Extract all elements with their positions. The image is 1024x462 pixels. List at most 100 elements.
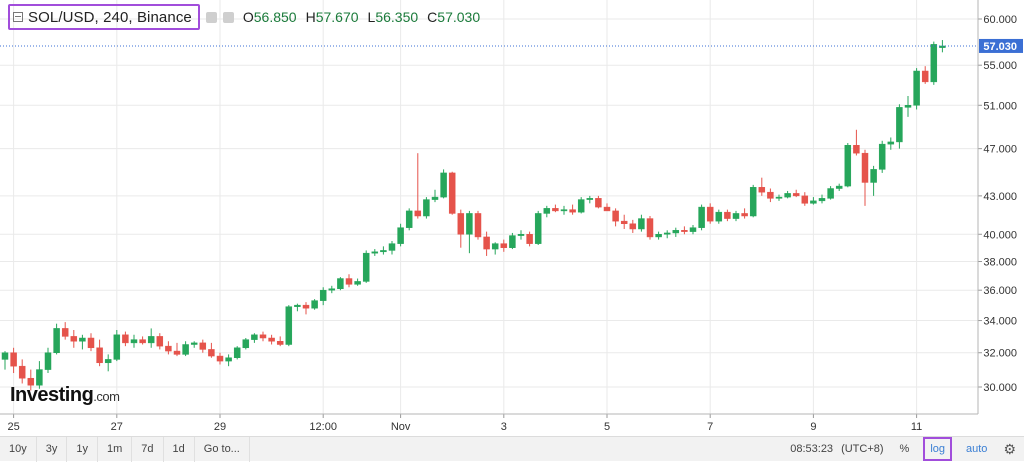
candle-body: [534, 213, 542, 244]
candle: [380, 246, 387, 255]
candle-body: [1, 352, 9, 360]
candle-body: [79, 337, 86, 342]
candle-body: [156, 336, 164, 347]
range-3y-button[interactable]: 3y: [37, 436, 68, 462]
collapse-icon[interactable]: [13, 12, 23, 22]
price-tick-label: 47.000: [983, 144, 1017, 156]
candle-body: [371, 251, 379, 254]
candle: [44, 347, 52, 374]
gear-icon[interactable]: ⚙: [1003, 440, 1016, 457]
candle: [509, 232, 516, 250]
candle: [921, 66, 929, 84]
price-tick-label: 43.000: [983, 191, 1017, 203]
candle: [483, 231, 490, 256]
candle-body: [844, 145, 852, 187]
range-1m-button[interactable]: 1m: [98, 436, 133, 462]
range-1y-button[interactable]: 1y: [67, 436, 98, 462]
candle-body: [380, 250, 387, 253]
chart-area[interactable]: 30.000 32.000 34.000 36.000 38.000 40.000 43.0…: [0, 0, 1024, 436]
candle: [431, 189, 439, 203]
candle: [294, 303, 301, 312]
candle: [466, 210, 473, 254]
candle-body: [10, 352, 17, 367]
candle-body: [431, 196, 439, 200]
settings-small-icon[interactable]: [222, 11, 234, 23]
candle: [689, 225, 697, 235]
candle: [53, 323, 60, 355]
candle-body: [835, 185, 843, 189]
price-tick-label: 34.000: [983, 316, 1017, 328]
candle: [620, 214, 628, 229]
price-tick-label: 55.000: [983, 60, 1017, 72]
candle: [319, 287, 327, 306]
candle: [853, 129, 860, 156]
candle-body: [767, 191, 774, 199]
candle: [259, 331, 267, 342]
range-10y-button[interactable]: 10y: [0, 436, 37, 462]
candle: [724, 209, 731, 222]
candle-body: [448, 172, 456, 214]
candle-body: [233, 347, 241, 358]
goto-button[interactable]: Go to...: [195, 436, 250, 462]
candle: [423, 197, 430, 219]
candle: [569, 204, 576, 215]
candle-body: [18, 365, 26, 379]
candle-body: [337, 278, 344, 289]
time-tick-label: 3: [501, 421, 507, 433]
candle-body: [810, 200, 817, 204]
candle: [139, 336, 146, 345]
ohlc-open: O56.850: [242, 9, 297, 25]
candle-body: [818, 198, 826, 202]
candle-body: [302, 304, 310, 309]
candle: [930, 41, 938, 85]
candle-body: [190, 342, 198, 345]
range-1d-button[interactable]: 1d: [164, 436, 195, 462]
candle-body: [44, 352, 52, 370]
candle: [896, 104, 903, 149]
auto-scale-toggle[interactable]: auto: [966, 443, 988, 455]
candle: [337, 277, 344, 291]
candle-body: [638, 218, 645, 230]
candle: [560, 205, 568, 215]
candle: [276, 336, 284, 347]
candle-body: [276, 340, 284, 345]
candle: [801, 192, 809, 206]
time-tick-label: 7: [707, 421, 713, 433]
symbol-box[interactable]: SOL/USD, 240, Binance: [8, 4, 200, 30]
candle-body: [242, 339, 250, 349]
candle-body: [294, 304, 301, 307]
candlestick-chart[interactable]: 30.000 32.000 34.000 36.000 38.000 40.000 43.0…: [0, 0, 1024, 436]
time-tick-label: 9: [810, 421, 816, 433]
log-scale-toggle[interactable]: log: [923, 437, 953, 461]
investing-logo: Investing.com: [10, 384, 120, 406]
candle: [96, 339, 103, 367]
candle-body: [887, 141, 895, 145]
candle: [784, 190, 791, 199]
candle-body: [741, 213, 748, 217]
bottom-toolbar: 10y 3y 1y 1m 7d 1d Go to... 08:53:23 (UT…: [0, 436, 1024, 462]
percent-toggle[interactable]: %: [899, 443, 910, 455]
timezone-label[interactable]: (UTC+8): [841, 443, 884, 455]
candle-body: [552, 208, 559, 212]
candle: [414, 153, 422, 219]
candle: [27, 369, 35, 391]
candle: [698, 204, 705, 231]
candle: [672, 227, 680, 237]
candle-body: [853, 145, 860, 154]
candle: [612, 208, 619, 227]
candle: [767, 188, 774, 203]
candle-body: [474, 213, 482, 238]
candle-body: [354, 281, 361, 285]
candle-body: [440, 172, 447, 198]
candle: [586, 195, 594, 204]
candle-body: [173, 350, 181, 355]
visibility-icon[interactable]: [205, 11, 217, 23]
candle-body: [483, 236, 490, 250]
candle-body: [70, 336, 78, 342]
candle: [182, 341, 189, 357]
candle-body: [586, 198, 594, 200]
candle: [646, 216, 654, 240]
candle-body: [517, 234, 525, 236]
range-7d-button[interactable]: 7d: [132, 436, 164, 462]
candle-body: [147, 336, 155, 344]
